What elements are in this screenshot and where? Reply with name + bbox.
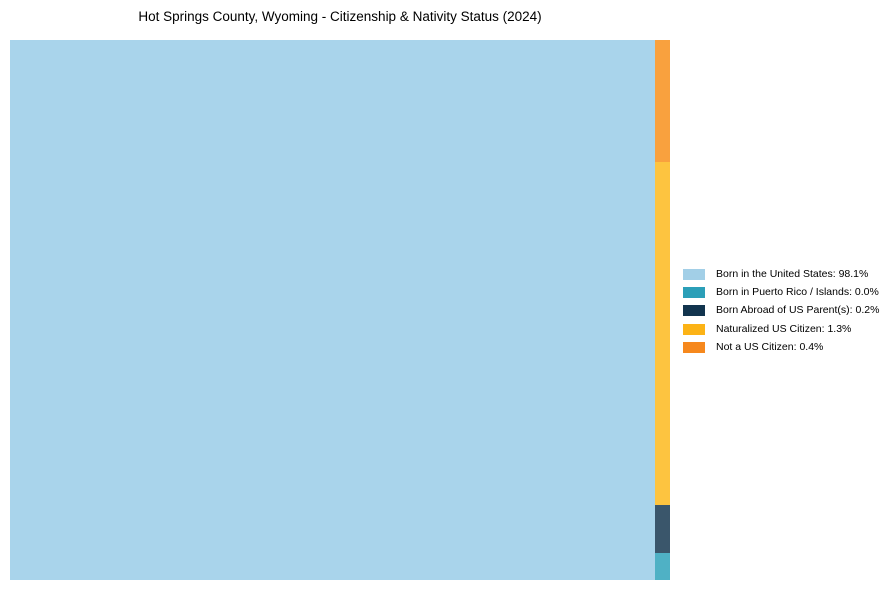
legend-label: Born in the United States: 98.1% <box>716 267 869 280</box>
legend-label: Not a US Citizen: 0.4% <box>716 341 824 354</box>
legend-item-born-in-united-states: Born in the United States: 98.1% <box>683 265 879 283</box>
legend-swatch-icon <box>683 305 705 317</box>
legend-item-not-a-us-citizen: Not a US Citizen: 0.4% <box>683 338 879 356</box>
legend-swatch-icon <box>683 341 705 353</box>
treemap-cell-not-a-us-citizen <box>655 40 670 162</box>
legend-label: Born in Puerto Rico / Islands: 0.0% <box>716 286 879 299</box>
legend-swatch-icon <box>683 323 705 335</box>
treemap-cell-born-in-puerto-rico-islands <box>655 553 670 580</box>
treemap-cell-born-in-united-states <box>10 40 655 580</box>
legend-item-naturalized-us-citizen: Naturalized US Citizen: 1.3% <box>683 320 879 338</box>
legend-swatch-icon <box>683 268 705 280</box>
legend-label: Born Abroad of US Parent(s): 0.2% <box>716 304 880 317</box>
treemap-plot-area <box>10 40 670 580</box>
treemap-cell-born-abroad-of-us-parents <box>655 505 670 553</box>
legend-swatch-icon <box>683 286 705 298</box>
treemap-cell-naturalized-us-citizen <box>655 162 670 505</box>
legend-item-born-in-puerto-rico-islands: Born in Puerto Rico / Islands: 0.0% <box>683 283 879 301</box>
legend-item-born-abroad-of-us-parents: Born Abroad of US Parent(s): 0.2% <box>683 302 879 320</box>
legend: Born in the United States: 98.1% Born in… <box>683 265 879 356</box>
legend-label: Naturalized US Citizen: 1.3% <box>716 322 852 335</box>
chart-title: Hot Springs County, Wyoming - Citizenshi… <box>138 9 542 24</box>
